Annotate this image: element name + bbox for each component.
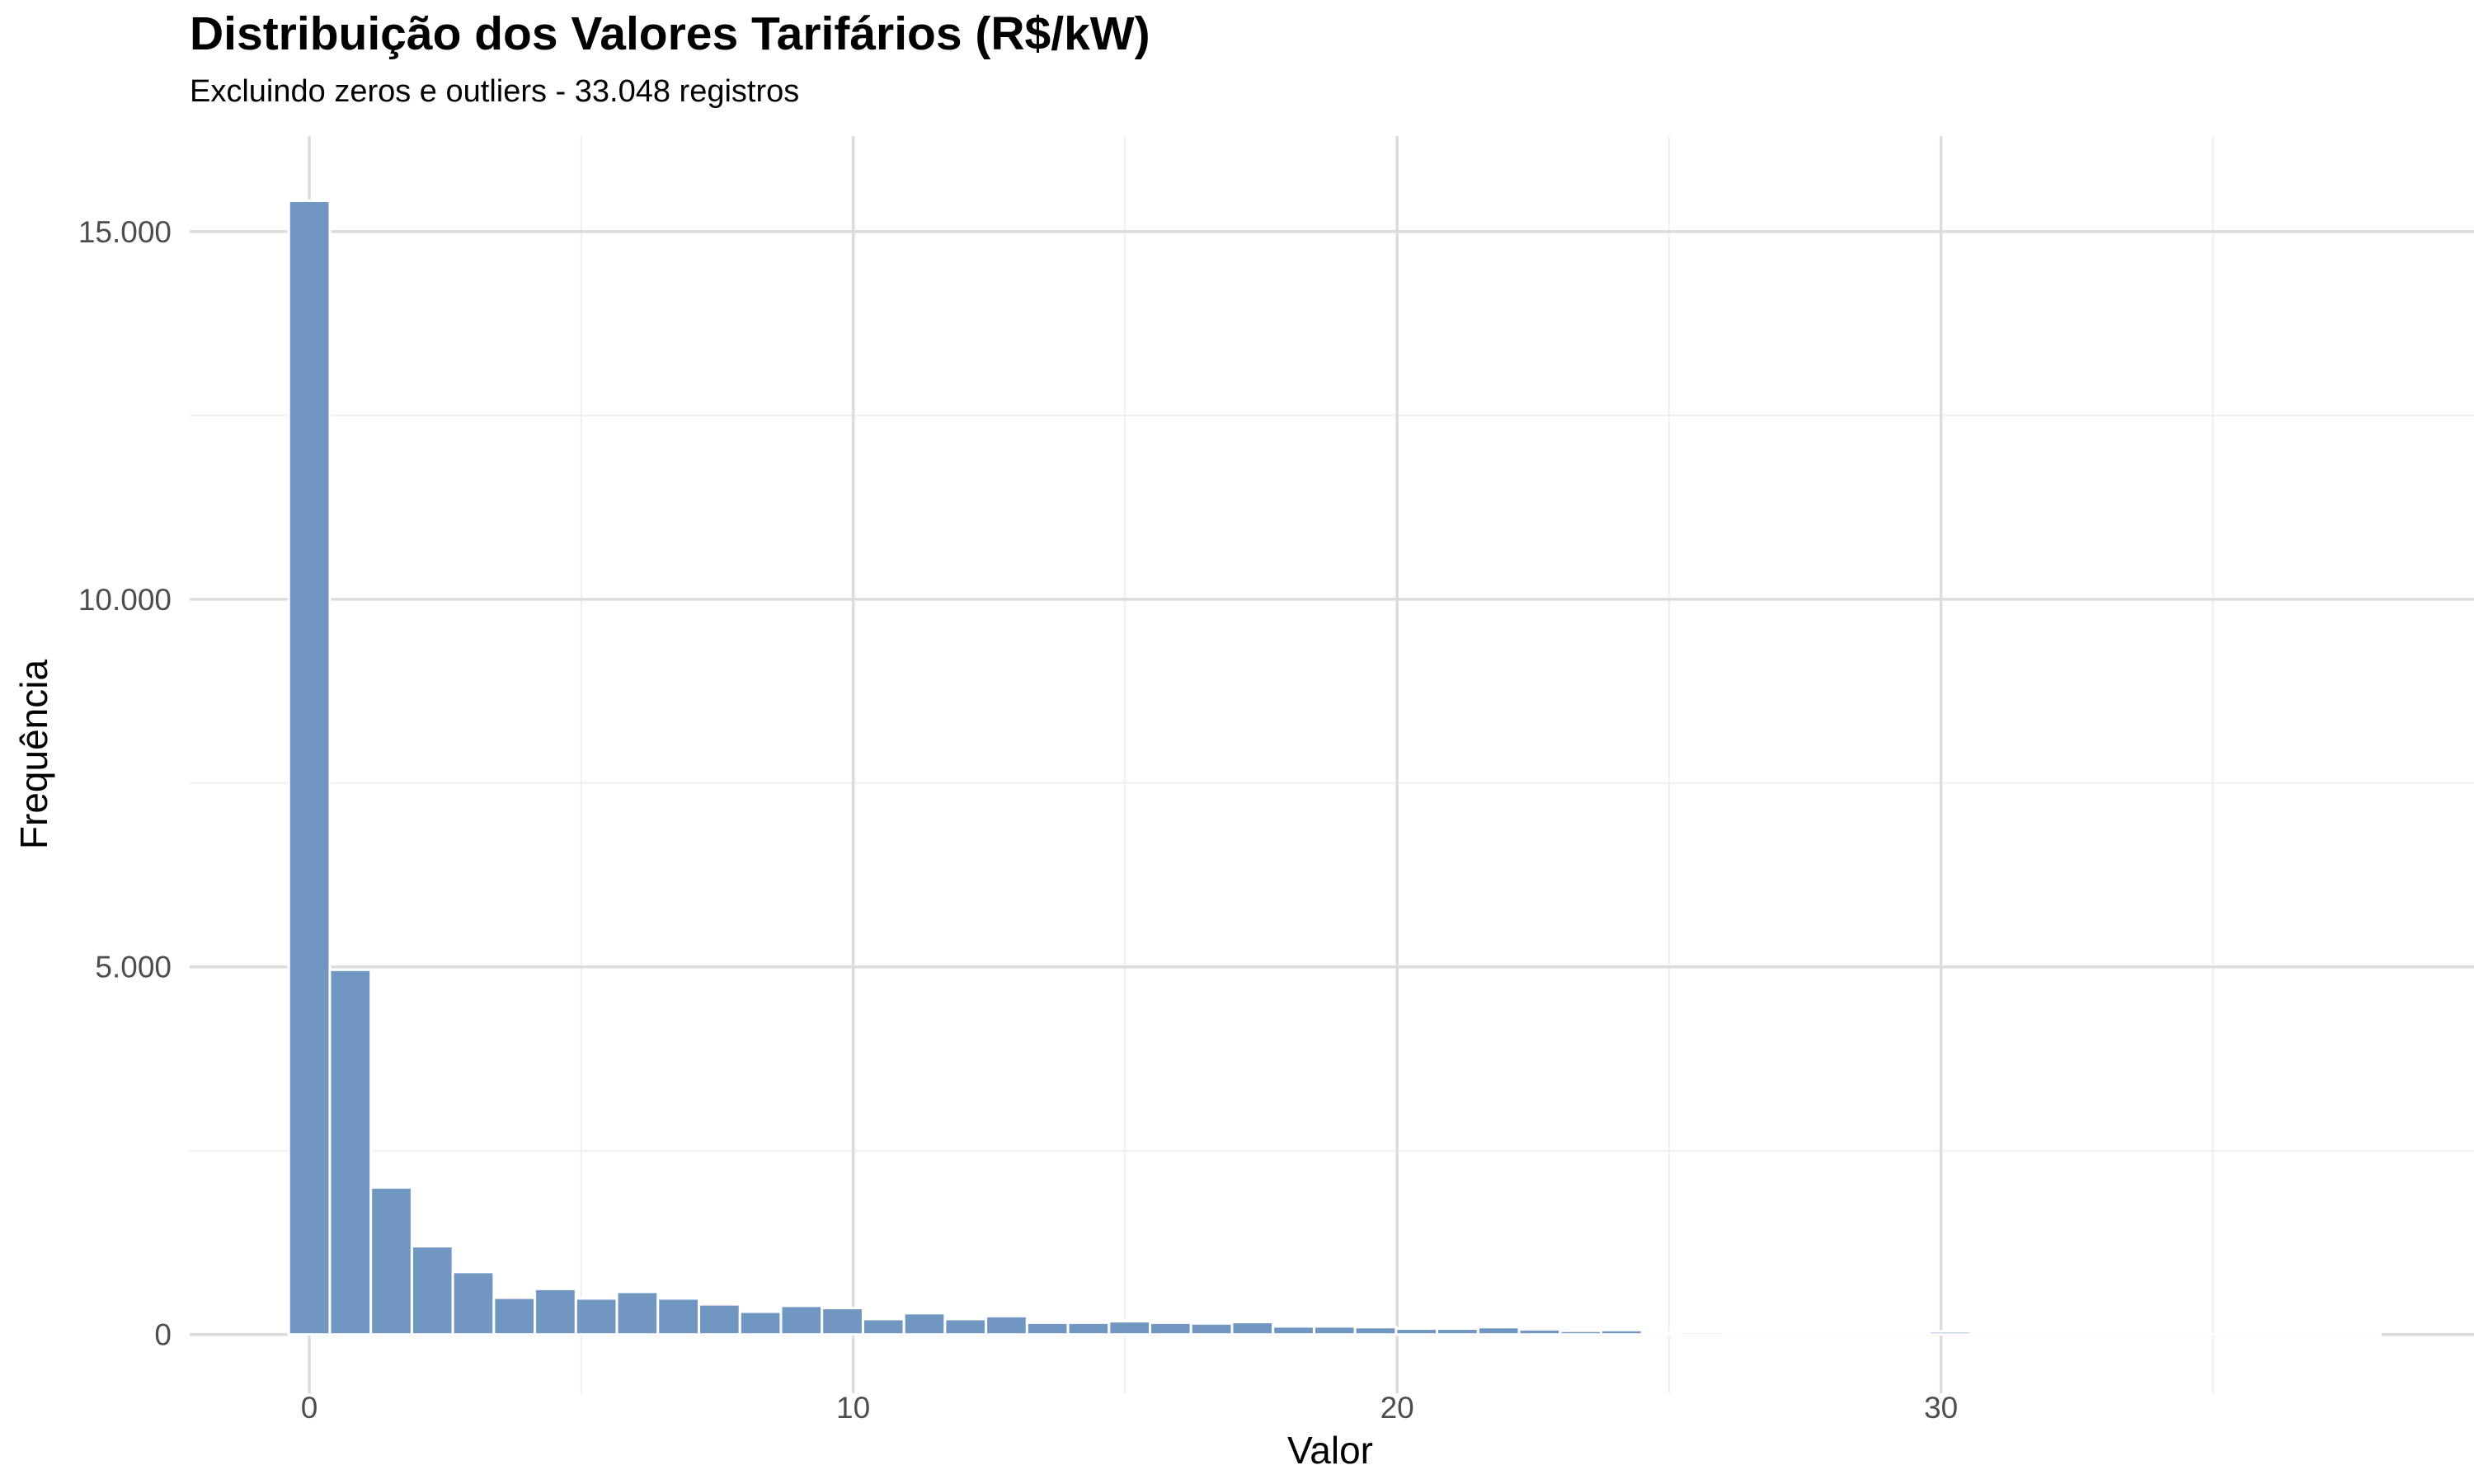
- major-gridlines: [190, 136, 2474, 1393]
- y-axis-label: Frequência: [12, 660, 55, 850]
- histogram-bars: [287, 199, 2382, 1336]
- histogram-bar: [1189, 1322, 1234, 1336]
- histogram-bar: [1353, 1326, 1398, 1336]
- histogram-bar: [1395, 1327, 1439, 1336]
- x-tick-label: 0: [301, 1391, 318, 1425]
- y-tick-label: 5.000: [95, 951, 172, 984]
- histogram-bar: [534, 1287, 577, 1336]
- histogram-bar: [1025, 1321, 1070, 1336]
- x-tick-label: 20: [1380, 1391, 1414, 1425]
- histogram-bar: [1600, 1328, 1644, 1336]
- histogram-bar: [1517, 1327, 1562, 1336]
- histogram-bar: [1804, 1332, 1849, 1336]
- histogram-bar: [821, 1307, 864, 1336]
- y-axis-ticks: 0 5.000 10.000 15.000: [78, 215, 172, 1352]
- histogram-bar: [574, 1297, 618, 1336]
- histogram-bar: [1312, 1325, 1357, 1336]
- histogram-bar: [410, 1245, 454, 1336]
- histogram-bar: [1640, 1331, 1685, 1336]
- x-axis-label: Valor: [1287, 1429, 1373, 1472]
- histogram-bar: [1723, 1331, 1766, 1336]
- histogram-bar: [615, 1290, 660, 1336]
- histogram-bar: [328, 968, 373, 1336]
- histogram-bar: [492, 1296, 537, 1336]
- x-tick-label: 30: [1924, 1391, 1958, 1425]
- histogram-bar: [287, 199, 332, 1336]
- histogram-bar: [1272, 1325, 1315, 1336]
- histogram-bar: [738, 1310, 783, 1336]
- histogram-bar: [698, 1303, 741, 1336]
- minor-gridlines: [190, 136, 2474, 1393]
- histogram-bar: [451, 1270, 496, 1336]
- histogram-bar: [1230, 1320, 1275, 1336]
- histogram-bar: [656, 1297, 701, 1336]
- histogram-bar: [1476, 1326, 1521, 1336]
- histogram-bar: [779, 1304, 824, 1336]
- histogram-bar: [1149, 1321, 1192, 1336]
- histogram-bar: [861, 1317, 905, 1336]
- histogram-bar: [1108, 1320, 1152, 1336]
- histogram-bar: [902, 1312, 947, 1336]
- y-tick-label: 10.000: [78, 583, 172, 617]
- chart-title: Distribuição dos Valores Tarifários (R$/…: [190, 7, 1150, 60]
- histogram-bar: [1927, 1330, 1972, 1336]
- chart-subtitle: Excluindo zeros e outliers - 33.048 regi…: [190, 74, 800, 109]
- histogram-bar: [1763, 1332, 1808, 1336]
- y-tick-label: 15.000: [78, 215, 172, 249]
- histogram-bar: [943, 1317, 988, 1336]
- histogram-bar: [369, 1186, 413, 1336]
- histogram-bar: [1066, 1321, 1111, 1336]
- histogram-bar: [1436, 1327, 1479, 1336]
- x-tick-label: 10: [836, 1391, 870, 1425]
- x-axis-ticks: 0 10 20 30: [301, 1391, 1958, 1425]
- histogram-bar: [1559, 1329, 1603, 1336]
- histogram-bar: [985, 1314, 1028, 1336]
- histogram-bar: [1846, 1332, 1890, 1336]
- histogram-bar: [1681, 1331, 1726, 1336]
- y-tick-label: 0: [154, 1318, 172, 1352]
